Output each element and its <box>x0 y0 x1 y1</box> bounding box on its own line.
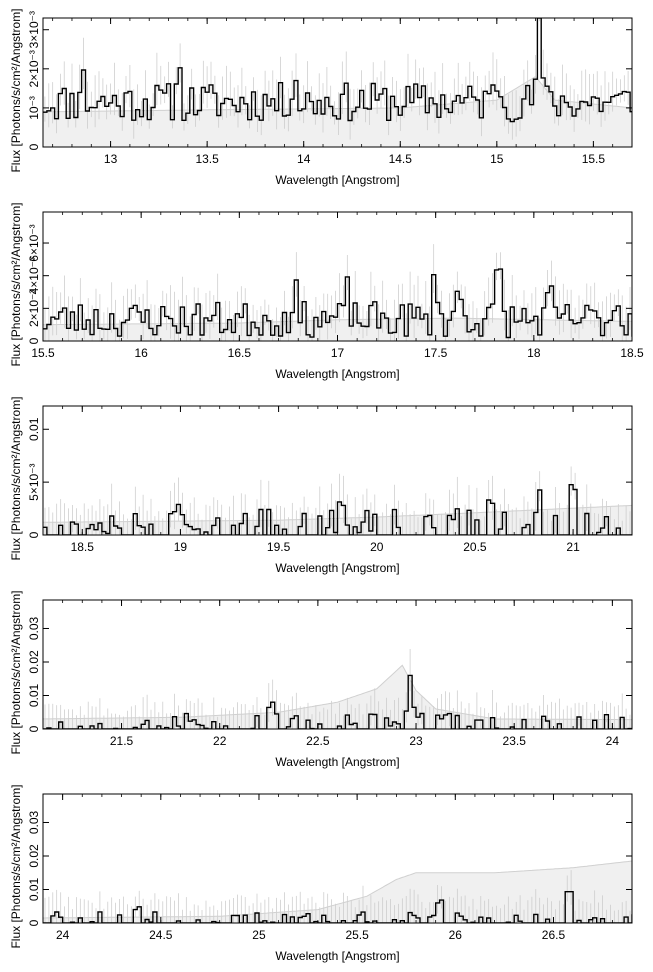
x-tick-label: 17 <box>331 346 345 360</box>
y-axis-title: Flux [Photons/s/cm²/Angstrom] <box>9 202 23 366</box>
x-tick-label: 26.5 <box>542 928 566 942</box>
plot-frame <box>42 17 633 148</box>
y-tick-label: 0.03 <box>27 810 41 834</box>
x-axis-title: Wavelength [Angstrom] <box>275 561 399 575</box>
model-band <box>43 665 632 729</box>
x-tick-label: 18 <box>527 346 541 360</box>
plot-area <box>43 18 632 147</box>
spectrum-panel-1: 13 13.5 14 14.5 15 15.5 0 10⁻³ 2×10⁻³ 3×10⁻³ Wavel… <box>0 0 653 194</box>
y-tick-label: 0.01 <box>27 417 41 441</box>
x-tick-label: 15.5 <box>31 346 55 360</box>
spectrum-panel-2: 15.5 16 16.5 17 17.5 18 18.5 0 2×10⁻³ 4×10⁻³ 6×10⁻… <box>0 194 653 388</box>
y-tick-label: 0 <box>27 725 41 732</box>
y-tick-label: 0 <box>27 143 41 150</box>
y-tick-label: 0.03 <box>27 616 41 640</box>
y-tick-label: 6×10⁻³ <box>27 224 41 261</box>
x-tick-label: 20 <box>370 540 384 554</box>
data-histogram <box>43 674 632 729</box>
y-tick-label: 10⁻³ <box>27 96 41 120</box>
x-tick-label: 26 <box>449 928 463 942</box>
x-tick-label: 14 <box>297 152 311 166</box>
x-tick-label: 21 <box>566 540 580 554</box>
x-axis-title: Wavelength [Angstrom] <box>275 367 399 381</box>
y-tick-label: 0.01 <box>27 877 41 901</box>
y-tick-label: 0.01 <box>27 683 41 707</box>
model-band <box>43 76 632 147</box>
x-tick-label: 24 <box>56 928 70 942</box>
spectrum-panel-5: 24 24.5 25 25.5 26 26.5 0 0.01 0.02 0.03 Wavelengt… <box>0 776 653 970</box>
y-tick-label: 0 <box>27 531 41 538</box>
x-tick-label: 22.5 <box>306 734 330 748</box>
chart-panel-3: 18.5 19 19.5 20 20.5 21 0 5×10⁻³ 0.01 Wavelength … <box>9 396 633 575</box>
x-tick-label: 13.5 <box>195 152 219 166</box>
x-tick-label: 16.5 <box>228 346 252 360</box>
x-tick-label: 25 <box>252 928 266 942</box>
y-tick-label: 0.02 <box>27 650 41 674</box>
data-histogram <box>43 484 632 535</box>
x-tick-label: 18.5 <box>620 346 644 360</box>
y-axis-title: Flux [Photons/s/cm²/Angstrom] <box>9 396 23 560</box>
x-tick-label: 19.5 <box>267 540 291 554</box>
x-tick-label: 13 <box>104 152 118 166</box>
x-tick-label: 23.5 <box>503 734 527 748</box>
chart-panel-2: 15.5 16 16.5 17 17.5 18 18.5 0 2×10⁻³4×10⁻³6×10⁻… <box>9 202 644 381</box>
x-tick-label: 14.5 <box>389 152 413 166</box>
y-tick-label: 0 <box>27 337 41 344</box>
x-tick-label: 15.5 <box>582 152 606 166</box>
x-tick-label: 19 <box>174 540 188 554</box>
y-tick-label: 0 <box>27 919 41 926</box>
spectrum-panel-3: 18.5 19 19.5 20 20.5 21 0 5×10⁻³ 0.01 Wavelength … <box>0 388 653 582</box>
y-tick-label: 3×10⁻³ <box>27 11 41 48</box>
plot-area <box>43 860 632 923</box>
x-tick-label: 16 <box>134 346 148 360</box>
x-tick-label: 21.5 <box>110 734 134 748</box>
y-tick-label: 5×10⁻³ <box>27 463 41 500</box>
y-axis-title: Flux [Photons/s/cm²/Angstrom] <box>9 8 23 172</box>
spectrum-panel-4: 21.5 22 22.5 23 23.5 24 0 0.01 0.02 0.03 Wavelengt… <box>0 582 653 776</box>
chart-panel-4: 21.5 22 22.5 23 23.5 24 0 0.01 0.02 0.03 Wavelengt… <box>9 590 633 769</box>
plot-area <box>43 244 632 341</box>
x-tick-label: 25.5 <box>345 928 369 942</box>
y-axis-title: Flux [Photons/s/cm²/Angstrom] <box>9 784 23 948</box>
chart-panel-1: 13 13.5 14 14.5 15 15.5 0 10⁻³ 2×10⁻³ 3×10⁻³ Wavel… <box>9 8 633 187</box>
x-tick-label: 24.5 <box>149 928 173 942</box>
x-axis-title: Wavelength [Angstrom] <box>275 949 399 963</box>
x-tick-label: 17.5 <box>424 346 448 360</box>
y-tick-label: 2×10⁻³ <box>27 50 41 87</box>
y-axis-title: Flux [Photons/s/cm²/Angstrom] <box>9 590 23 754</box>
x-tick-label: 23 <box>409 734 423 748</box>
chart-panel-5: 24 24.5 25 25.5 26 26.5 0 0.01 0.02 0.03 Wavelengt… <box>9 784 633 963</box>
model-line <box>43 75 632 113</box>
y-tick-label: 4×10⁻³ <box>27 257 41 294</box>
y-tick-label: 0.02 <box>27 844 41 868</box>
x-axis-title: Wavelength [Angstrom] <box>275 173 399 187</box>
plot-area <box>43 466 632 535</box>
plot-area <box>43 649 632 729</box>
x-axis-title: Wavelength [Angstrom] <box>275 755 399 769</box>
data-histogram <box>43 268 632 339</box>
y-tick-label: 2×10⁻³ <box>27 290 41 327</box>
x-tick-label: 20.5 <box>463 540 487 554</box>
x-tick-label: 18.5 <box>71 540 95 554</box>
model-line <box>43 664 632 721</box>
data-histogram <box>43 18 632 123</box>
x-tick-label: 24 <box>606 734 620 748</box>
x-tick-label: 22 <box>213 734 227 748</box>
x-tick-label: 15 <box>490 152 504 166</box>
